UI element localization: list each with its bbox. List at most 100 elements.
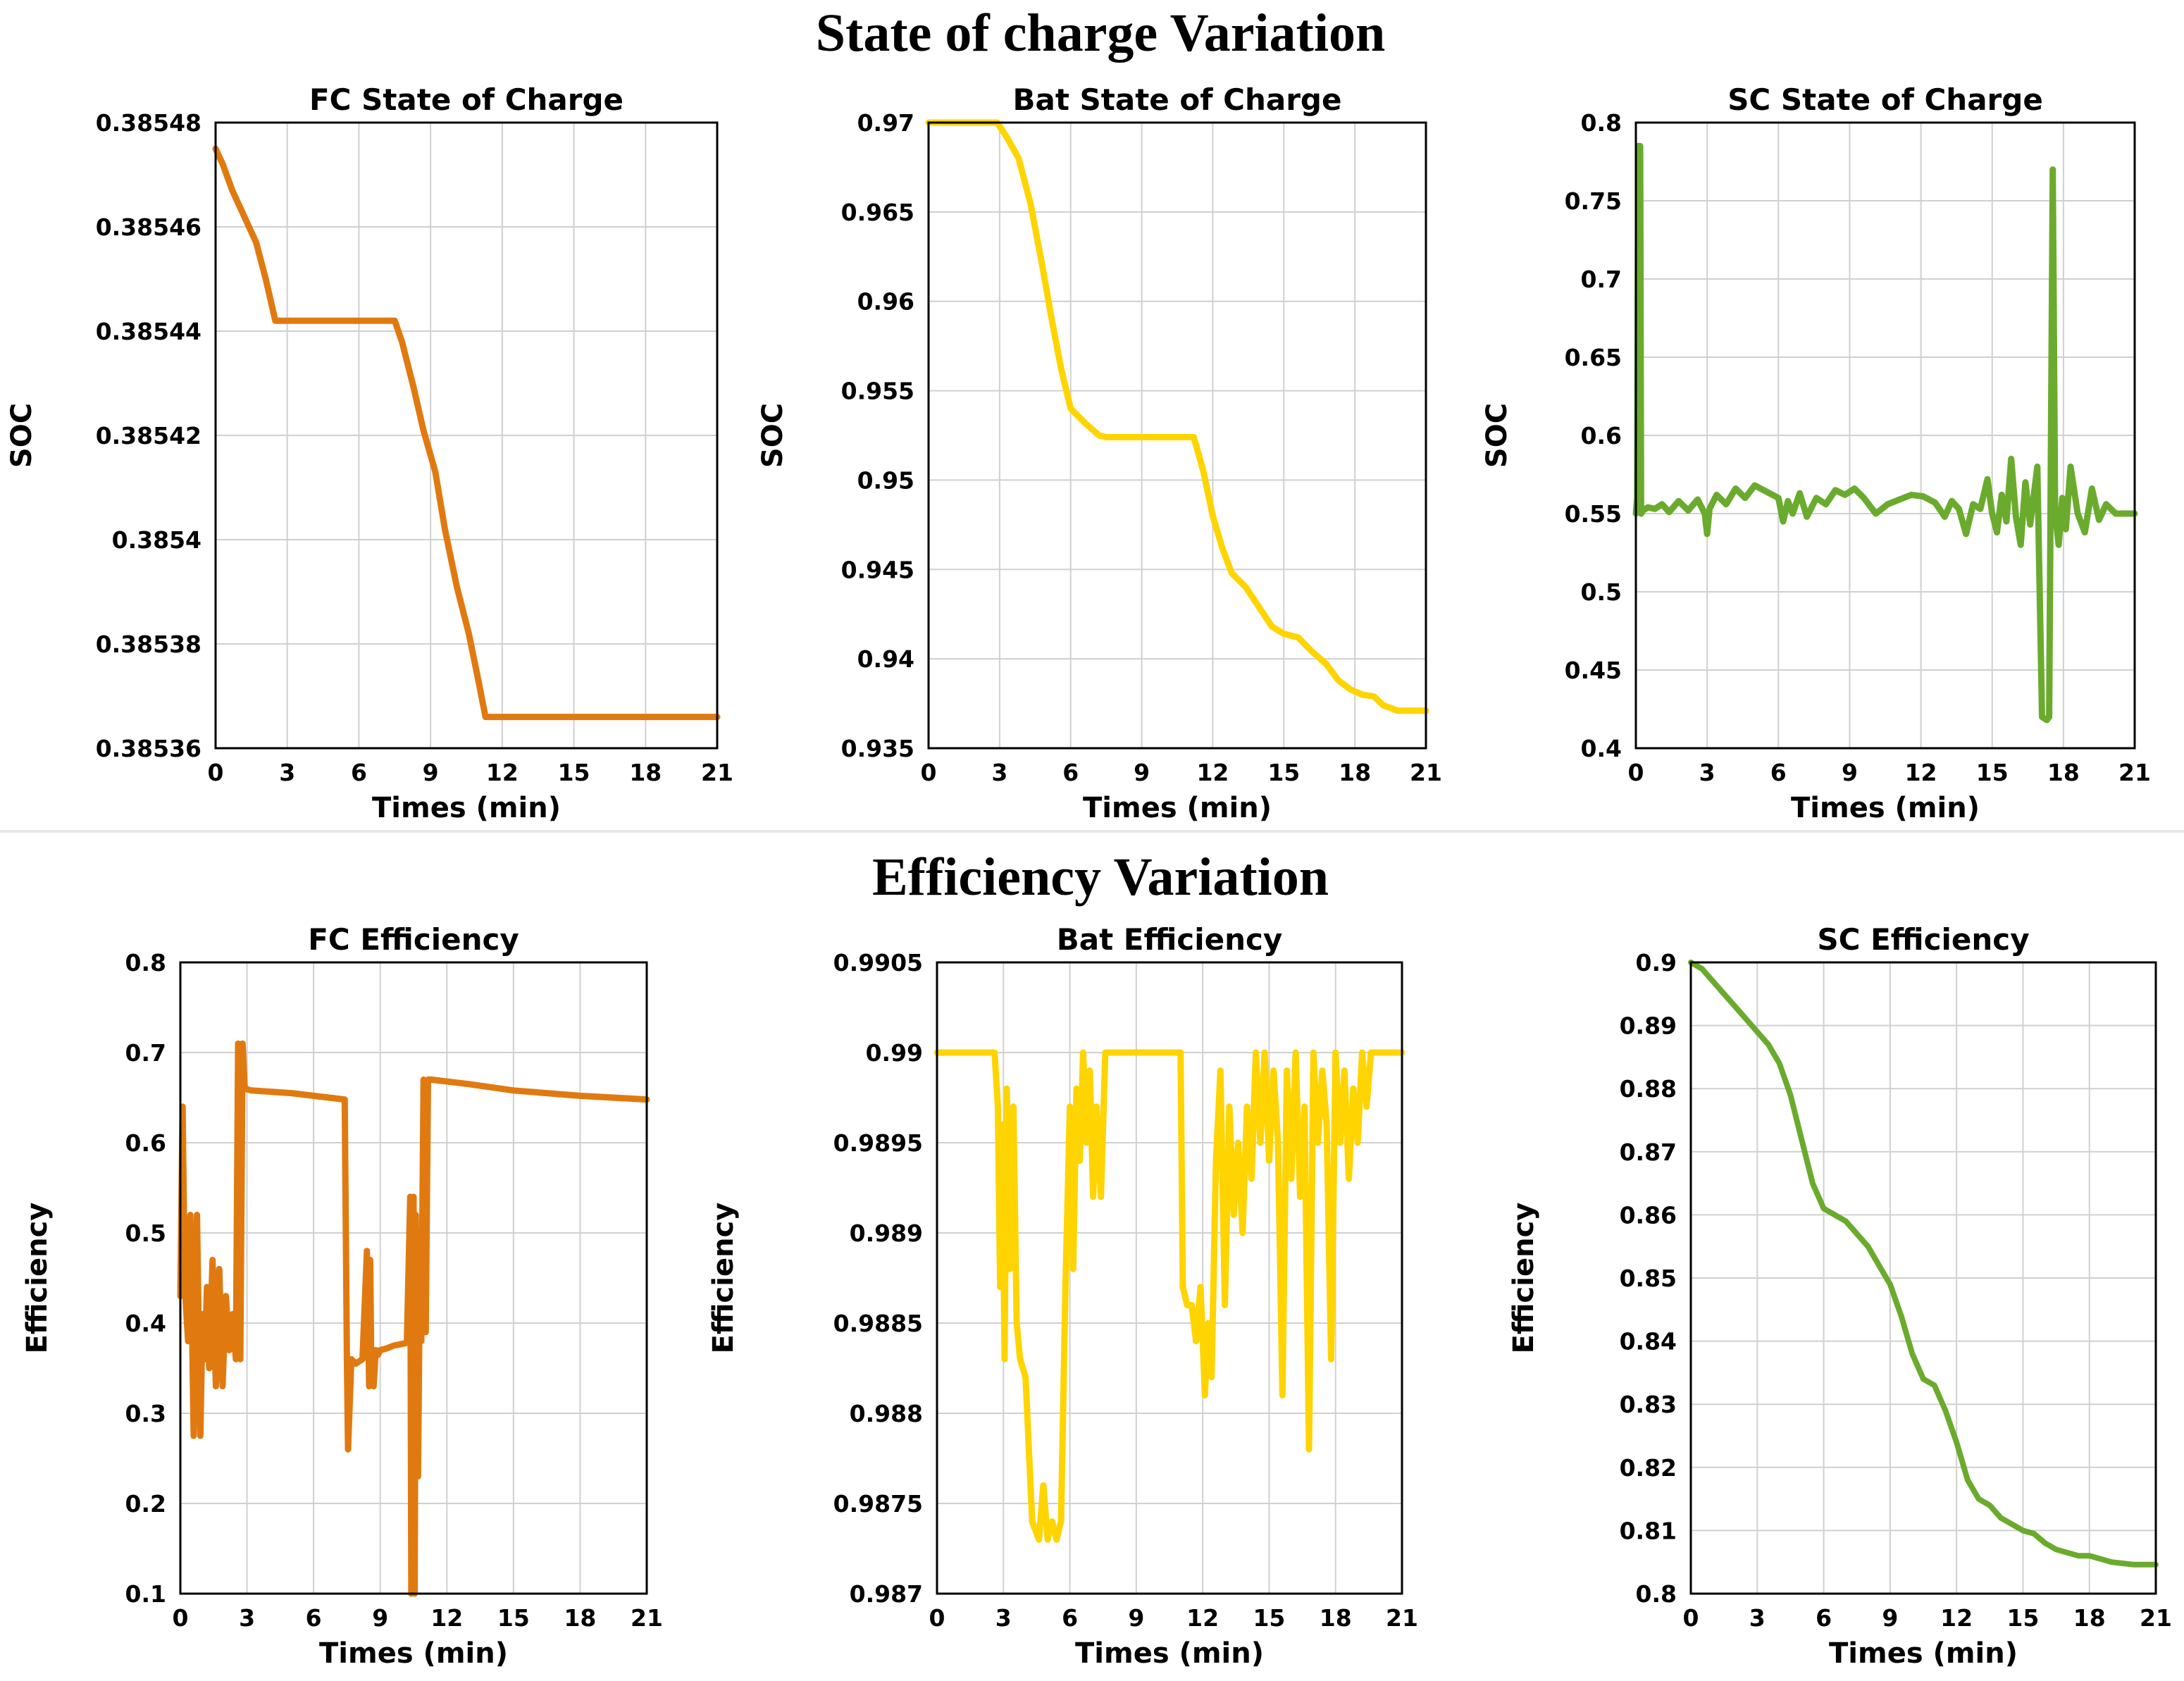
- fc-soc-series-line: [212, 145, 721, 721]
- fc-efficiency-ytick-label: 0.7: [125, 1039, 166, 1067]
- sc-efficiency-xtick-label: 9: [1882, 1604, 1898, 1632]
- bat-efficiency-ytick-label: 0.987: [850, 1580, 923, 1608]
- sc-efficiency-ytick-label: 0.9: [1636, 949, 1677, 976]
- fc-efficiency-xtick-label: 12: [430, 1604, 463, 1632]
- sc-efficiency-chart: 0 3 6 9 12 15 18 21 0.8 0.81 0.82 0.83 0.84 0.85 0.86 0…: [1508, 922, 2172, 1670]
- sc-efficiency-xtick-label: 3: [1749, 1604, 1766, 1632]
- fc-soc-xtick-label: 15: [558, 759, 590, 786]
- bat-soc-xtick-label: 12: [1196, 759, 1229, 786]
- sc-efficiency-ytick-label: 0.85: [1620, 1265, 1677, 1292]
- fc-efficiency-x-axis-label: Times (min): [319, 1637, 508, 1670]
- sc-efficiency-ytick-label: 0.86: [1620, 1201, 1677, 1229]
- sc-efficiency-xtick-label: 15: [2006, 1604, 2039, 1632]
- sc-soc-ytick-label: 0.8: [1581, 109, 1622, 137]
- bat-soc-series-line: [925, 119, 1429, 714]
- sc-soc-xtick-label: 12: [1905, 759, 1937, 786]
- fc-soc-ytick-label: 0.38536: [96, 735, 201, 762]
- sc-soc-x-axis-label: Times (min): [1791, 792, 1980, 824]
- sc-soc-xtick-label: 9: [1842, 759, 1858, 786]
- bat-soc-ytick-label: 0.955: [841, 378, 914, 405]
- bat-soc-xtick-label: 6: [1062, 759, 1079, 786]
- fc-efficiency-ytick-label: 0.5: [125, 1220, 166, 1247]
- bat-soc-xtick-label: 9: [1134, 759, 1150, 786]
- fc-efficiency-xtick-label: 21: [631, 1604, 663, 1632]
- bat-efficiency-ytick-label: 0.9885: [833, 1310, 923, 1337]
- sc-soc-ytick-label: 0.4: [1581, 735, 1622, 762]
- section-title-efficiency: Efficiency Variation: [872, 848, 1329, 907]
- bat-soc-ytick-label: 0.945: [841, 556, 914, 583]
- bat-efficiency-ytick-label: 0.989: [850, 1220, 923, 1247]
- fc-efficiency-ytick-label: 0.3: [125, 1400, 166, 1427]
- fc-soc-ytick-label: 0.38542: [96, 422, 201, 449]
- bat-efficiency-xtick-label: 18: [1320, 1604, 1352, 1632]
- fc-soc-xtick-label: 0: [208, 759, 224, 786]
- sc-efficiency-ytick-label: 0.89: [1620, 1012, 1677, 1040]
- bat-soc-ytick-label: 0.94: [857, 645, 914, 673]
- sc-efficiency-axes-frame: [1689, 961, 2157, 1595]
- bat-efficiency-series-line: [933, 1049, 1406, 1543]
- sc-soc-axes-frame: [1634, 121, 2136, 750]
- sc-soc-ytick-label: 0.75: [1565, 187, 1622, 215]
- sc-efficiency-ytick-label: 0.8: [1636, 1580, 1677, 1608]
- sc-efficiency-xtick-label: 12: [1940, 1604, 1973, 1632]
- sc-soc-xtick-label: 0: [1628, 759, 1644, 786]
- fc-efficiency-xtick-label: 3: [239, 1604, 255, 1632]
- bat-efficiency-chart: 0 3 6 9 12 15 18 21 0.987 0.9875 0.988 0.9885 0.989 0…: [707, 922, 1418, 1670]
- fc-efficiency-ytick-label: 0.2: [125, 1490, 166, 1518]
- sc-soc-title: SC State of Charge: [1727, 82, 2043, 117]
- bat-soc-xtick-label: 3: [991, 759, 1007, 786]
- bat-efficiency-ytick-label: 0.9895: [833, 1129, 923, 1157]
- sc-soc-ytick-label: 0.55: [1565, 500, 1622, 528]
- fc-soc-xtick-label: 9: [423, 759, 439, 786]
- fc-soc-xtick-label: 6: [351, 759, 367, 786]
- sc-soc-y-axis-label: SOC: [1481, 403, 1513, 468]
- sc-efficiency-ytick-label: 0.83: [1620, 1391, 1677, 1418]
- fc-soc-xtick-label: 3: [279, 759, 295, 786]
- bat-efficiency-y-axis-label: Efficiency: [707, 1203, 740, 1354]
- sc-soc-xtick-label: 18: [2047, 759, 2080, 786]
- fc-efficiency-y-axis-label: Efficiency: [21, 1203, 54, 1354]
- bat-efficiency-xtick-label: 15: [1253, 1604, 1285, 1632]
- bat-soc-xtick-label: 18: [1339, 759, 1371, 786]
- section-title-soc: State of charge Variation: [816, 4, 1385, 63]
- bat-efficiency-xtick-label: 0: [929, 1604, 945, 1632]
- bat-soc-ytick-label: 0.965: [841, 199, 914, 226]
- sc-soc-ytick-label: 0.65: [1565, 344, 1622, 371]
- sc-efficiency-ytick-label: 0.84: [1620, 1328, 1677, 1356]
- sc-efficiency-xtick-label: 6: [1816, 1604, 1832, 1632]
- sc-efficiency-ytick-label: 0.88: [1620, 1075, 1677, 1103]
- bat-efficiency-xtick-label: 3: [995, 1604, 1012, 1632]
- bat-soc-xtick-label: 15: [1267, 759, 1300, 786]
- fc-soc-xtick-label: 18: [629, 759, 662, 786]
- fc-efficiency-ytick-label: 0.4: [125, 1310, 166, 1337]
- fc-soc-ytick-label: 0.3854: [112, 526, 201, 554]
- sc-soc-ytick-label: 0.5: [1581, 578, 1622, 606]
- fc-soc-title: FC State of Charge: [309, 82, 623, 117]
- sc-efficiency-ytick-label: 0.82: [1620, 1454, 1677, 1482]
- fc-efficiency-title: FC Efficiency: [308, 922, 519, 957]
- sc-soc-xtick-label: 15: [1976, 759, 2009, 786]
- sc-efficiency-series-line: [1688, 960, 2159, 1568]
- fc-efficiency-xtick-label: 6: [306, 1604, 322, 1632]
- fc-soc-ytick-label: 0.38548: [96, 109, 201, 137]
- sc-soc-ytick-label: 0.7: [1581, 266, 1622, 293]
- sc-soc-ytick-label: 0.45: [1565, 657, 1622, 684]
- fc-efficiency-axes-frame: [179, 961, 648, 1595]
- bat-soc-ytick-label: 0.96: [857, 288, 914, 316]
- bat-soc-xtick-label: 21: [1410, 759, 1442, 786]
- fc-soc-xtick-label: 21: [701, 759, 733, 786]
- fc-efficiency-xtick-label: 9: [372, 1604, 388, 1632]
- bat-soc-ytick-label: 0.95: [857, 466, 914, 494]
- sc-efficiency-title: SC Efficiency: [1817, 922, 2029, 957]
- bat-efficiency-xtick-label: 21: [1386, 1604, 1418, 1632]
- fc-soc-ytick-label: 0.38546: [96, 213, 201, 241]
- fc-efficiency-ytick-label: 0.1: [125, 1580, 166, 1608]
- fc-efficiency-xtick-label: 0: [173, 1604, 189, 1632]
- sc-efficiency-ytick-label: 0.87: [1620, 1139, 1677, 1166]
- bat-soc-axes-frame: [927, 121, 1427, 750]
- fc-soc-chart: 0 3 6 9 12 15 18 21 0.38536 0.38538 0.3854 0.38542 0…: [6, 82, 733, 824]
- bat-efficiency-ytick-label: 0.9905: [833, 949, 923, 976]
- fc-efficiency-chart: 0 3 6 9 12 15 18 21 0.1 0.2 0.3 0.4 0.5 0.6 0.7 0.8 FC E…: [21, 922, 663, 1670]
- fc-soc-ytick-label: 0.38538: [96, 631, 201, 658]
- bat-soc-xtick-label: 0: [921, 759, 937, 786]
